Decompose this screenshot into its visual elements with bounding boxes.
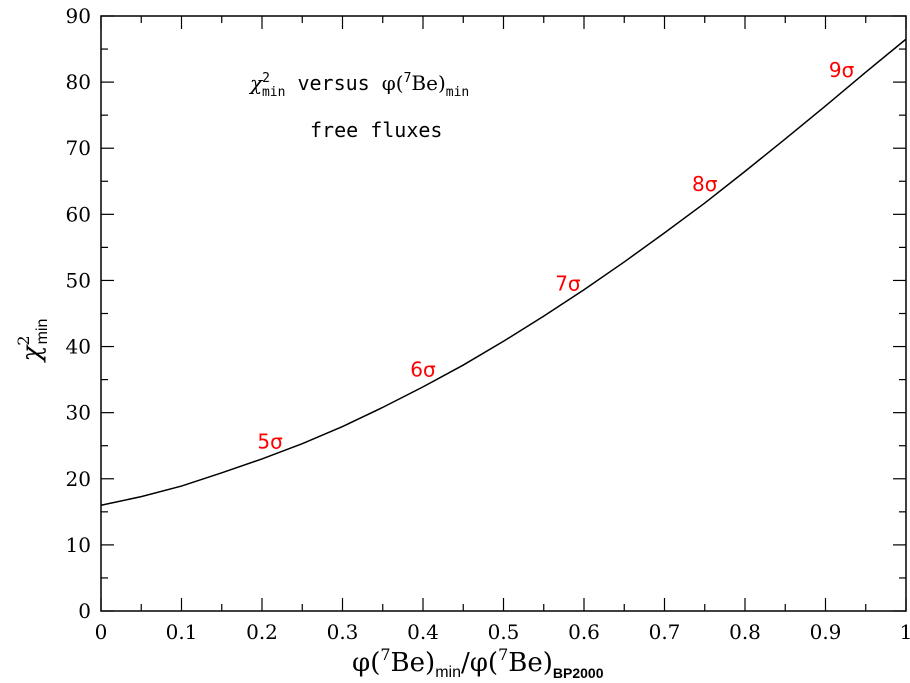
y-tick-label: 40 [66,335,91,359]
y-tick-label: 20 [66,467,91,491]
x-tick-label: 0.3 [327,620,359,644]
x-tick-label: 0.6 [568,620,600,644]
y-tick-label: 60 [66,202,91,226]
ylabel-sup: 2 [14,335,33,345]
x-tick-label: 0.1 [166,620,198,644]
x-tick-label: 1 [900,620,910,644]
sigma-label: 5σ [257,429,283,453]
xlabel-sup2: 7 [498,645,508,664]
y-tick-label: 0 [78,599,91,623]
x-tick-label: 0.4 [407,620,439,644]
y-tick-label: 70 [66,136,91,160]
x-tick-label: 0.7 [649,620,681,644]
ylabel-chi: χ [17,343,47,363]
chi2-curve [100,38,907,506]
annotation-min-sub: min [446,85,469,100]
sigma-label: 9σ [829,58,855,82]
annotation-chi-sup: 2 [262,71,270,86]
sigma-label: 6σ [410,357,436,381]
xlabel-sup: 7 [380,645,390,664]
xlabel-be2: Be) [508,648,553,678]
xlabel-be: Be) [391,648,436,678]
sigma-labels: 5σ 6σ 7σ 8σ 9σ [257,58,854,454]
xlabel-sub1: min [435,664,461,681]
axis-ticks [100,15,907,612]
annotation-chi: χ [248,71,264,95]
annotation-line2: free fluxes [310,118,442,142]
y-tick-label: 10 [66,533,91,557]
y-tick-label: 80 [66,70,91,94]
annotation-seven-sup: 7 [404,71,412,86]
y-axis-label: χ2min [14,319,51,364]
annotation-phi: φ( [382,71,404,95]
x-tick-label: 0.5 [488,620,520,644]
annotation-versus: versus [285,71,381,95]
x-tick-label: 0.8 [729,620,761,644]
y-tick-label: 50 [66,268,91,292]
annotation-chi-sub: min [262,85,285,100]
y-tick-label: 90 [66,4,91,28]
x-axis-label: φ(7Be)min/φ(7Be)BP2000 [352,645,604,681]
annotation-line1: χ2 min versus φ(7Be)min [248,71,469,100]
xlabel-phi: φ( [352,648,380,678]
x-tick-label: 0.9 [810,620,842,644]
annotation-be: Be) [411,71,445,95]
xlabel-slash: /φ( [461,648,498,678]
x-tick-label: 0.2 [246,620,278,644]
tick-labels: 0 0.1 0.2 0.3 0.4 0.5 0.6 0.7 0.8 0.9 101020304050… [66,4,910,644]
y-tick-label: 30 [66,401,91,425]
plot-frame [100,15,907,612]
sigma-label: 8σ [692,172,718,196]
sigma-label: 7σ [555,271,581,295]
ylabel-sub: min [34,319,51,345]
xlabel-sub2: BP2000 [553,665,604,681]
x-tick-label: 0 [95,620,108,644]
